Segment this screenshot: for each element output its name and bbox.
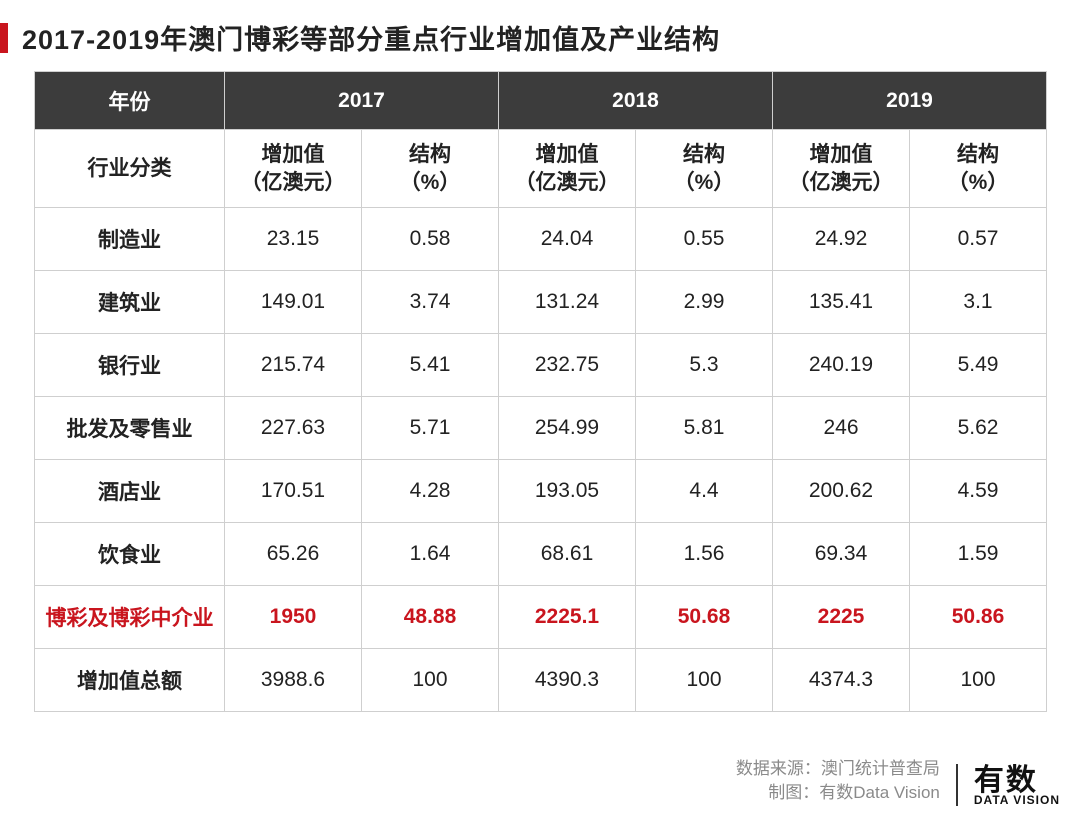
table-row: 增加值总额3988.61004390.31004374.3100 (35, 649, 1047, 712)
header-value-2018: 增加值（亿澳元） (499, 130, 636, 208)
table-row: 建筑业149.013.74131.242.99135.413.1 (35, 271, 1047, 334)
value-cell: 50.86 (910, 586, 1047, 649)
table-row: 银行业215.745.41232.755.3240.195.49 (35, 334, 1047, 397)
header-year-row: 年份 2017 2018 2019 (35, 72, 1047, 130)
category-cell: 酒店业 (35, 460, 225, 523)
value-cell: 0.58 (362, 208, 499, 271)
value-cell: 5.62 (910, 397, 1047, 460)
logo: 有数 DATA VISION (974, 766, 1060, 806)
value-cell: 2225 (773, 586, 910, 649)
accent-bar (0, 23, 8, 53)
footer: 数据来源：澳门统计普查局 制图：有数Data Vision 有数 DATA VI… (736, 757, 1060, 806)
value-cell: 100 (636, 649, 773, 712)
value-cell: 4374.3 (773, 649, 910, 712)
category-cell: 制造业 (35, 208, 225, 271)
header-share-2017: 结构（%） (362, 130, 499, 208)
value-cell: 1950 (225, 586, 362, 649)
value-cell: 5.71 (362, 397, 499, 460)
category-cell: 银行业 (35, 334, 225, 397)
value-cell: 200.62 (773, 460, 910, 523)
table-row: 酒店业170.514.28193.054.4200.624.59 (35, 460, 1047, 523)
value-cell: 5.49 (910, 334, 1047, 397)
value-cell: 215.74 (225, 334, 362, 397)
value-cell: 135.41 (773, 271, 910, 334)
table-row: 制造业23.150.5824.040.5524.920.57 (35, 208, 1047, 271)
value-cell: 193.05 (499, 460, 636, 523)
value-cell: 1.64 (362, 523, 499, 586)
value-cell: 131.24 (499, 271, 636, 334)
category-cell: 增加值总额 (35, 649, 225, 712)
value-cell: 170.51 (225, 460, 362, 523)
value-cell: 4.28 (362, 460, 499, 523)
value-cell: 232.75 (499, 334, 636, 397)
table-row: 批发及零售业227.635.71254.995.812465.62 (35, 397, 1047, 460)
value-cell: 3988.6 (225, 649, 362, 712)
industry-table: 年份 2017 2018 2019 行业分类 增加值（亿澳元） 结构（%） 增加… (34, 71, 1047, 712)
value-cell: 4390.3 (499, 649, 636, 712)
header-category-label: 行业分类 (35, 130, 225, 208)
value-cell: 5.81 (636, 397, 773, 460)
header-value-2017: 增加值（亿澳元） (225, 130, 362, 208)
header-share-2018: 结构（%） (636, 130, 773, 208)
value-cell: 68.61 (499, 523, 636, 586)
value-cell: 2.99 (636, 271, 773, 334)
category-cell: 批发及零售业 (35, 397, 225, 460)
value-cell: 100 (910, 649, 1047, 712)
credit-label: 制图：有数Data Vision (736, 781, 940, 806)
category-cell: 饮食业 (35, 523, 225, 586)
value-cell: 4.59 (910, 460, 1047, 523)
value-cell: 100 (362, 649, 499, 712)
value-cell: 227.63 (225, 397, 362, 460)
source-label: 数据来源：澳门统计普查局 (736, 757, 940, 782)
header-sub-row: 行业分类 增加值（亿澳元） 结构（%） 增加值（亿澳元） 结构（%） 增加值（亿… (35, 130, 1047, 208)
value-cell: 4.4 (636, 460, 773, 523)
value-cell: 0.55 (636, 208, 773, 271)
value-cell: 23.15 (225, 208, 362, 271)
header-share-2019: 结构（%） (910, 130, 1047, 208)
category-cell: 博彩及博彩中介业 (35, 586, 225, 649)
value-cell: 246 (773, 397, 910, 460)
value-cell: 1.56 (636, 523, 773, 586)
value-cell: 240.19 (773, 334, 910, 397)
value-cell: 1.59 (910, 523, 1047, 586)
value-cell: 24.04 (499, 208, 636, 271)
header-value-2019: 增加值（亿澳元） (773, 130, 910, 208)
value-cell: 0.57 (910, 208, 1047, 271)
logo-big: 有数 (974, 766, 1038, 796)
footer-text: 数据来源：澳门统计普查局 制图：有数Data Vision (736, 757, 940, 806)
header-year-2018: 2018 (499, 72, 773, 130)
logo-small: DATA VISION (974, 794, 1060, 806)
header-year-2017: 2017 (225, 72, 499, 130)
value-cell: 3.74 (362, 271, 499, 334)
value-cell: 5.41 (362, 334, 499, 397)
value-cell: 3.1 (910, 271, 1047, 334)
table-row: 博彩及博彩中介业195048.882225.150.68222550.86 (35, 586, 1047, 649)
value-cell: 48.88 (362, 586, 499, 649)
value-cell: 69.34 (773, 523, 910, 586)
value-cell: 65.26 (225, 523, 362, 586)
value-cell: 2225.1 (499, 586, 636, 649)
header-year-label: 年份 (35, 72, 225, 130)
value-cell: 149.01 (225, 271, 362, 334)
category-cell: 建筑业 (35, 271, 225, 334)
header-year-2019: 2019 (773, 72, 1047, 130)
footer-divider (956, 764, 958, 806)
value-cell: 24.92 (773, 208, 910, 271)
value-cell: 5.3 (636, 334, 773, 397)
title-bar: 2017-2019年澳门博彩等部分重点行业增加值及产业结构 (0, 0, 1080, 71)
table-row: 饮食业65.261.6468.611.5669.341.59 (35, 523, 1047, 586)
table-body: 制造业23.150.5824.040.5524.920.57建筑业149.013… (35, 208, 1047, 712)
page-title: 2017-2019年澳门博彩等部分重点行业增加值及产业结构 (22, 18, 720, 57)
table-container: 年份 2017 2018 2019 行业分类 增加值（亿澳元） 结构（%） 增加… (0, 71, 1080, 712)
value-cell: 50.68 (636, 586, 773, 649)
value-cell: 254.99 (499, 397, 636, 460)
